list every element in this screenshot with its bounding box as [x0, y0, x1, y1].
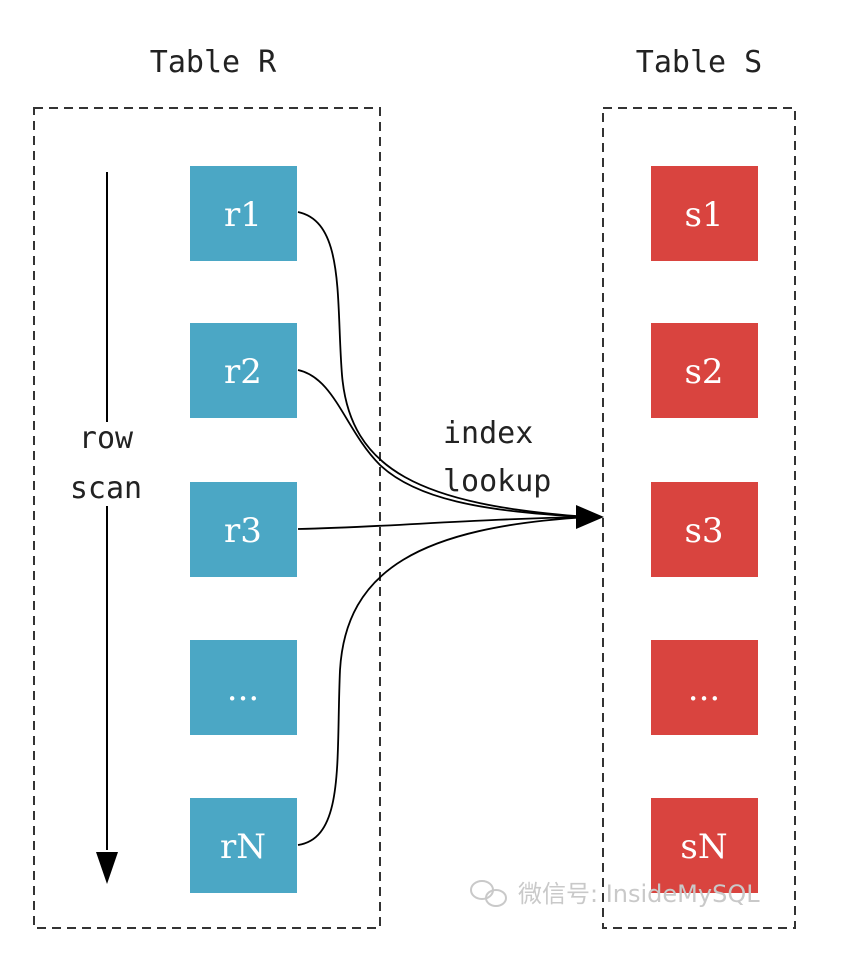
- table-r-row: r1: [190, 166, 297, 261]
- table-r-row-box: [190, 482, 297, 577]
- table-r-row-box: [190, 323, 297, 418]
- table-r-row-label: r1: [224, 195, 262, 235]
- table-s-row-box: [651, 798, 758, 893]
- table-s-row-label: s3: [684, 511, 723, 551]
- table-s-row-box: [651, 640, 758, 735]
- table-s-title: Table S: [636, 45, 762, 80]
- table-s-row-box: [651, 166, 758, 261]
- table-r-row: r3: [190, 482, 297, 577]
- watermark-text: 微信号: InsideMySQL: [518, 880, 760, 908]
- watermark: 微信号: InsideMySQL: [470, 880, 760, 908]
- table-r-row-box: [190, 798, 297, 893]
- index-lookup-label-line2: lookup: [443, 464, 551, 499]
- table-r-row-box: [190, 166, 297, 261]
- table-s-row-box: [651, 482, 758, 577]
- lookup-arrowhead: [576, 505, 604, 529]
- table-s-row: ...: [651, 640, 758, 735]
- table-s-row: s3: [651, 482, 758, 577]
- row-scan-arrowhead: [96, 852, 118, 884]
- row-scan-label-bg: [64, 422, 150, 506]
- table-s-row: s2: [651, 323, 758, 418]
- table-r-row: rN: [190, 798, 297, 893]
- table-s-row-label: sN: [680, 827, 727, 867]
- table-r-row-label: r3: [224, 511, 262, 551]
- table-s-row-label: s1: [684, 195, 723, 235]
- table-r-row-box: [190, 640, 297, 735]
- lookup-curve-r2: [297, 369, 589, 518]
- table-r-row-label: rN: [220, 827, 266, 867]
- table-s-row: s1: [651, 166, 758, 261]
- lookup-curve-r1: [297, 211, 589, 518]
- table-r-row: ...: [190, 640, 297, 735]
- table-s-row-label: ...: [688, 669, 720, 709]
- row-scan-label-line1: row: [79, 421, 134, 456]
- table-r-container: [33, 107, 381, 929]
- lookup-curve-rN: [297, 516, 589, 846]
- table-s-row-label: s2: [684, 352, 723, 392]
- lookup-curve-r3: [297, 516, 589, 530]
- table-r-row-label: ...: [227, 669, 259, 709]
- table-s-container: [602, 107, 796, 929]
- index-lookup-label-line1: index: [443, 416, 533, 451]
- table-s-row-box: [651, 323, 758, 418]
- table-r-row: r2: [190, 323, 297, 418]
- wechat-icon: [470, 880, 507, 907]
- table-s-row: sN: [651, 798, 758, 893]
- table-r-row-label: r2: [224, 352, 262, 392]
- row-scan-label-line2: scan: [70, 471, 142, 506]
- table-r-title: Table R: [150, 45, 277, 80]
